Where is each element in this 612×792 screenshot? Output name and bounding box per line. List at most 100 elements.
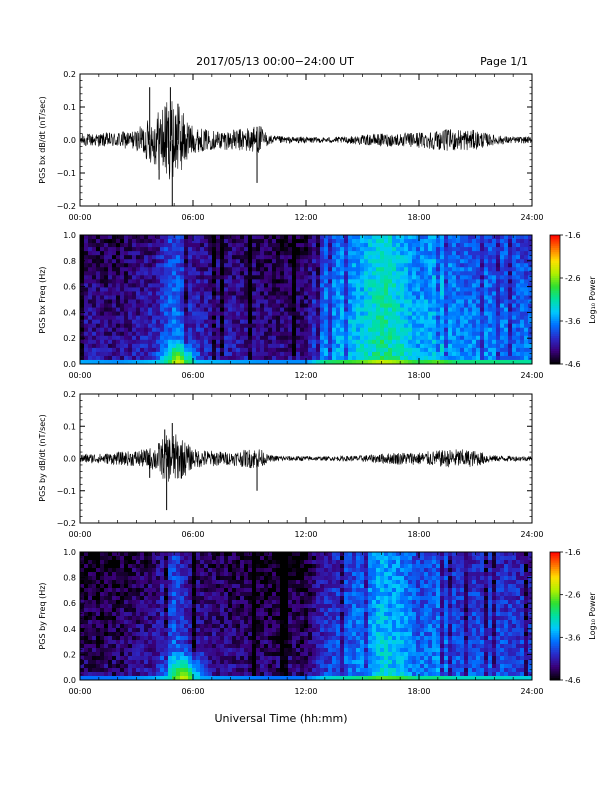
spectrogram-cell <box>96 644 101 649</box>
spectrogram-cell <box>128 235 133 240</box>
spectrogram-cell <box>104 668 109 673</box>
spectrogram-cell <box>112 648 117 653</box>
spectrogram-cell <box>112 640 117 645</box>
spectrogram-cell <box>188 283 193 288</box>
spectrogram-cell <box>476 259 481 264</box>
spectrogram-cell <box>364 323 369 329</box>
spectrogram-cell <box>160 299 165 304</box>
spectrogram-cell <box>112 552 117 557</box>
spectrogram-cell <box>88 251 93 256</box>
spectrogram-cell <box>348 275 353 280</box>
spectrogram-cell <box>284 359 289 365</box>
spectrogram-cell <box>208 275 213 280</box>
spectrogram-cell <box>116 287 121 292</box>
spectrogram-cell <box>192 275 197 280</box>
spectrogram-cell <box>388 283 393 288</box>
spectrogram-cell <box>224 239 229 244</box>
spectrogram-cell <box>100 668 105 673</box>
spectrogram-cell <box>404 283 409 288</box>
spectrogram-cell <box>120 656 125 661</box>
spectrogram-cell <box>420 331 425 337</box>
spectrogram-cell <box>484 299 489 304</box>
spectrogram-cell <box>228 343 233 349</box>
spectrogram-cell <box>104 672 109 677</box>
spectrogram-cell <box>112 564 117 569</box>
spectrogram-cell <box>512 247 517 252</box>
spectrogram-cell <box>300 311 305 317</box>
spectrogram-cell <box>156 319 161 325</box>
spectrogram-cell <box>324 307 329 312</box>
spectrogram-cell <box>460 347 465 353</box>
spectrogram-cell <box>500 307 505 312</box>
spectrogram-cell <box>152 552 157 557</box>
spectrogram-cell <box>304 307 309 312</box>
spectrogram-cell <box>164 343 169 349</box>
colorbar-segment <box>550 235 560 238</box>
spectrogram-cell <box>512 267 517 272</box>
spectrogram-cell <box>100 347 105 353</box>
spectrogram-cell <box>96 315 101 321</box>
spectrogram-cell <box>172 588 177 593</box>
spectrogram-cell <box>372 347 377 353</box>
spectrogram-cell <box>236 243 241 248</box>
spectrogram-cell <box>112 556 117 561</box>
spectrogram-cell <box>372 255 377 260</box>
spectrogram-cell <box>412 327 417 333</box>
spectrogram-cell <box>100 636 105 641</box>
spectrogram-cell <box>280 267 285 272</box>
spectrogram-cell <box>384 331 389 337</box>
spectrogram-cell <box>416 287 421 292</box>
spectrogram-cell <box>396 299 401 304</box>
spectrogram-cell <box>480 323 485 329</box>
spectrogram-cell <box>84 584 89 589</box>
spectrogram-cell <box>100 576 105 581</box>
spectrogram-cell <box>384 267 389 272</box>
spectrogram-cell <box>220 319 225 325</box>
spectrogram-cell <box>220 355 225 361</box>
spectrogram-cell <box>476 279 481 284</box>
spectrogram-cell <box>256 239 261 244</box>
spectrogram-cell <box>360 295 365 300</box>
spectrogram-cell <box>216 335 221 341</box>
spectrogram-cell <box>504 247 509 252</box>
spectrogram-cell <box>364 255 369 260</box>
spectrogram-cell <box>264 355 269 361</box>
spectrogram-cell <box>248 295 253 300</box>
spectrogram-cell <box>100 247 105 252</box>
spectrogram-cell <box>356 279 361 284</box>
spectrogram-cell <box>104 552 109 557</box>
spectrogram-cell <box>380 295 385 300</box>
spectrogram-cell <box>352 307 357 312</box>
spectrogram-cell <box>408 255 413 260</box>
spectrogram-cell <box>196 351 201 357</box>
spectrogram-cell <box>180 243 185 248</box>
spectrogram-cell <box>144 327 149 333</box>
spectrogram-cell <box>432 243 437 248</box>
spectrogram-cell <box>384 295 389 300</box>
spectrogram-cell <box>372 243 377 248</box>
spectrogram-cell <box>172 295 177 300</box>
spectrogram-cell <box>260 311 265 317</box>
spectrogram-cell <box>500 347 505 353</box>
spectrogram-cell <box>324 255 329 260</box>
spectrogram-cell <box>164 323 169 329</box>
spectrogram-cell <box>148 560 153 565</box>
spectrogram-cell <box>340 323 345 329</box>
spectrogram-cell <box>168 359 173 365</box>
spectrogram-cell <box>192 247 197 252</box>
spectrogram-cell <box>256 339 261 345</box>
spectrogram-cell <box>232 275 237 280</box>
spectrogram-cell <box>388 235 393 240</box>
spectrogram-cell <box>168 596 173 601</box>
spectrogram-cell <box>112 243 117 248</box>
spectrogram-cell <box>88 580 93 585</box>
spectrogram-cell <box>104 347 109 353</box>
spectrogram-cell <box>140 564 145 569</box>
spectrogram-cell <box>140 347 145 353</box>
spectrogram-cell <box>496 351 501 357</box>
spectrogram-cell <box>304 331 309 337</box>
spectrogram-cell <box>308 243 313 248</box>
spectrogram-cell <box>192 235 197 240</box>
spectrogram-cell <box>448 287 453 292</box>
spectrogram-cell <box>484 235 489 240</box>
